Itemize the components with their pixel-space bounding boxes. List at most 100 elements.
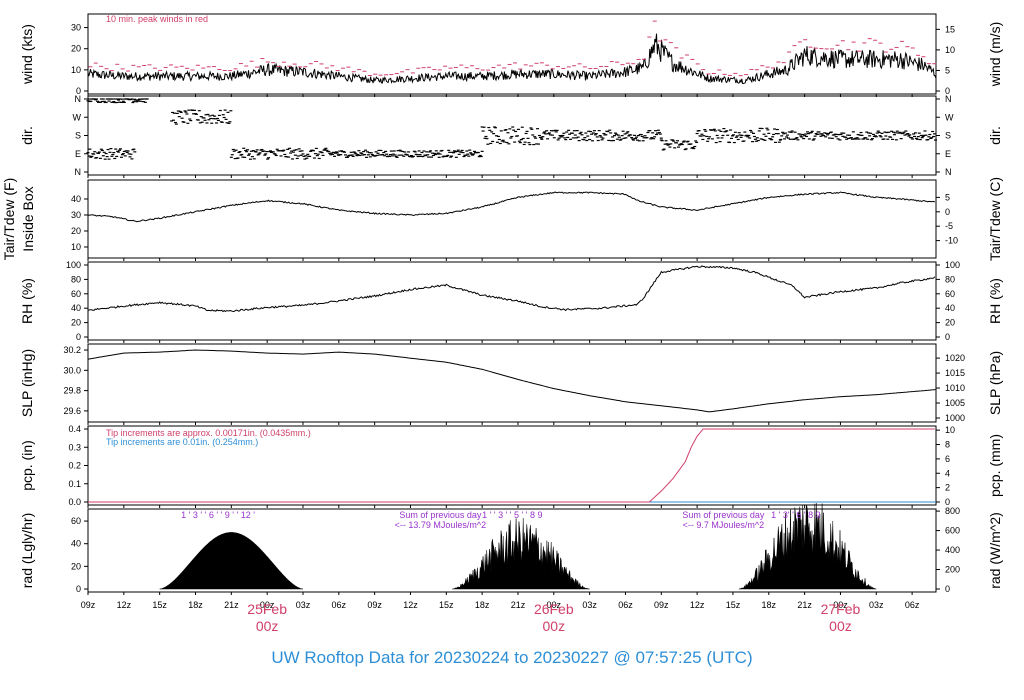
x-date-time-label: 00z (543, 618, 566, 634)
slp-ytick-label-left: 30.2 (63, 345, 81, 355)
x-tick-label: 21z (797, 600, 812, 610)
rad-day-area (738, 502, 877, 590)
pcp-ytick-label-right: 4 (945, 468, 950, 478)
temp-ylabel-left: Tair/Tdew (F) (1, 178, 17, 260)
x-tick-label: 03z (582, 600, 597, 610)
x-tick-label: 15z (439, 600, 454, 610)
pcp-ytick-label-left: 0.3 (68, 442, 81, 452)
wind-ytick-label-left: 20 (71, 44, 81, 54)
slp-ytick-label-right: 1020 (945, 353, 965, 363)
wind-ylabel-left: wind (kts) (19, 24, 35, 85)
slp-ylabel-right: SLP (hPa) (987, 351, 1003, 415)
x-tick-label: 09z (654, 600, 669, 610)
pcp-tip-note-red: Tip increments are approx. 0.00171in. (0… (106, 428, 311, 438)
rad-hour-marks: 1 ' 3 ' ' 6 ' ' 9 ' ' 12 ' (181, 510, 255, 520)
x-tick-label: 03z (869, 600, 884, 610)
pcp-ytick-label-left: 0.4 (68, 424, 81, 434)
x-date-label: 24Feb (0, 601, 1, 617)
wind-ytick-label-left: 10 (71, 65, 81, 75)
rad-day-sum-value: <-- 9.7 MJoules/m^2 (683, 520, 765, 530)
pcp-ytick-label-right: 2 (945, 483, 950, 493)
x-tick-label: 06z (618, 600, 633, 610)
rad-ytick-label-left: 40 (71, 539, 81, 549)
x-tick-label: 06z (332, 600, 347, 610)
x-tick-label: 18z (188, 600, 203, 610)
rh-ytick-label-right: 60 (945, 289, 955, 299)
rh-ytick-label-right: 80 (945, 274, 955, 284)
pcp-series-line (88, 428, 935, 503)
rad-ytick-label-left: 60 (71, 516, 81, 526)
pcp-ylabel-left: pcp. (in) (19, 440, 35, 491)
temp-series-line (87, 191, 936, 223)
dir-ytick-label-right: E (945, 149, 951, 159)
slp-ytick-label-left: 30.0 (63, 365, 81, 375)
slp-ylabel-left: SLP (inHg) (19, 349, 35, 417)
x-date-label: 27Feb (821, 601, 861, 617)
wind-ytick-label-right: 0 (945, 86, 950, 96)
dir-ytick-label-right: W (945, 112, 954, 122)
x-date-label: 25Feb (247, 601, 287, 617)
temp-ytick-label-left: 40 (71, 194, 81, 204)
x-tick-label: 06z (905, 600, 920, 610)
rh-ytick-label-right: 40 (945, 303, 955, 313)
rh-ytick-label-left: 100 (66, 260, 81, 270)
pcp-ylabel-right: pcp. (mm) (987, 434, 1003, 497)
rad-ylabel-right: rad (W/m^2) (987, 512, 1003, 589)
x-tick-label: 00z (260, 600, 275, 610)
x-tick-label: 21z (511, 600, 526, 610)
rad-ytick-label-right: 400 (945, 545, 960, 555)
rad-ylabel-left: rad (Lgly/hr) (19, 513, 35, 588)
rh-ytick-label-right: 20 (945, 318, 955, 328)
slp-series-line (87, 349, 936, 413)
rad-hour-marks: 1 ' 3' ' 6 ' 8 9 (771, 510, 820, 520)
dir-ytick-label-right: N (945, 94, 952, 104)
rad-ytick-label-right: 600 (945, 526, 960, 536)
temp-ytick-label-left: 30 (71, 210, 81, 220)
figure-title: UW Rooftop Data for 20230224 to 20230227… (271, 648, 753, 667)
x-tick-label: 15z (726, 600, 741, 610)
dir-ytick-label-right: S (945, 131, 951, 141)
wind-ytick-label-left: 30 (71, 23, 81, 33)
x-tick-label: 09z (367, 600, 382, 610)
rh-ytick-label-left: 40 (71, 303, 81, 313)
rh-ytick-label-right: 0 (945, 332, 950, 342)
x-tick-label: 15z (152, 600, 167, 610)
temp-ytick-label-right: 0 (945, 207, 950, 217)
x-tick-label: 21z (224, 600, 239, 610)
dir-ytick-label-left: N (75, 167, 82, 177)
x-tick-label: 12z (403, 600, 418, 610)
rad-day-area (452, 518, 590, 590)
pcp-ytick-label-left: 0.1 (68, 479, 81, 489)
wind-peak-note: 10 min. peak winds in red (106, 14, 208, 24)
wind-ytick-label-left: 0 (76, 86, 81, 96)
x-tick-label: 00z (833, 600, 848, 610)
wind-frame (87, 13, 937, 95)
wind-ytick-label-right: 15 (945, 24, 955, 34)
rh-ytick-label-left: 80 (71, 274, 81, 284)
wind-ytick-label-right: 5 (945, 65, 950, 75)
slp-ytick-label-left: 29.8 (63, 386, 81, 396)
temp-ytick-label-left: 20 (71, 226, 81, 236)
pcp-ytick-label-right: 6 (945, 454, 950, 464)
temp-ytick-label-left: 10 (71, 242, 81, 252)
dir-ytick-label-left: E (75, 149, 81, 159)
rh-ytick-label-right: 100 (945, 260, 960, 270)
x-tick-label: 09z (81, 600, 96, 610)
rad-day-sum-title: Sum of previous day (399, 510, 482, 520)
rad-ytick-label-right: 0 (945, 584, 950, 594)
pcp-tip-note-blue: Tip increments are 0.01in. (0.254mm.) (106, 437, 258, 447)
rad-ytick-label-right: 200 (945, 565, 960, 575)
x-tick-label: 12z (690, 600, 705, 610)
temp-ylabel-left-2: Inside Box (20, 186, 36, 251)
rad-ytick-label-left: 0 (76, 584, 81, 594)
rh-ytick-label-left: 20 (71, 318, 81, 328)
rad-day-sum-title: Sum of previous day (682, 510, 765, 520)
rh-frame (87, 261, 937, 341)
rad-ytick-label-right: 800 (945, 506, 960, 516)
x-tick-label: 18z (762, 600, 777, 610)
x-tick-label: 12z (117, 600, 132, 610)
x-date-time-label: 00z (829, 618, 852, 634)
rh-ytick-label-left: 60 (71, 289, 81, 299)
